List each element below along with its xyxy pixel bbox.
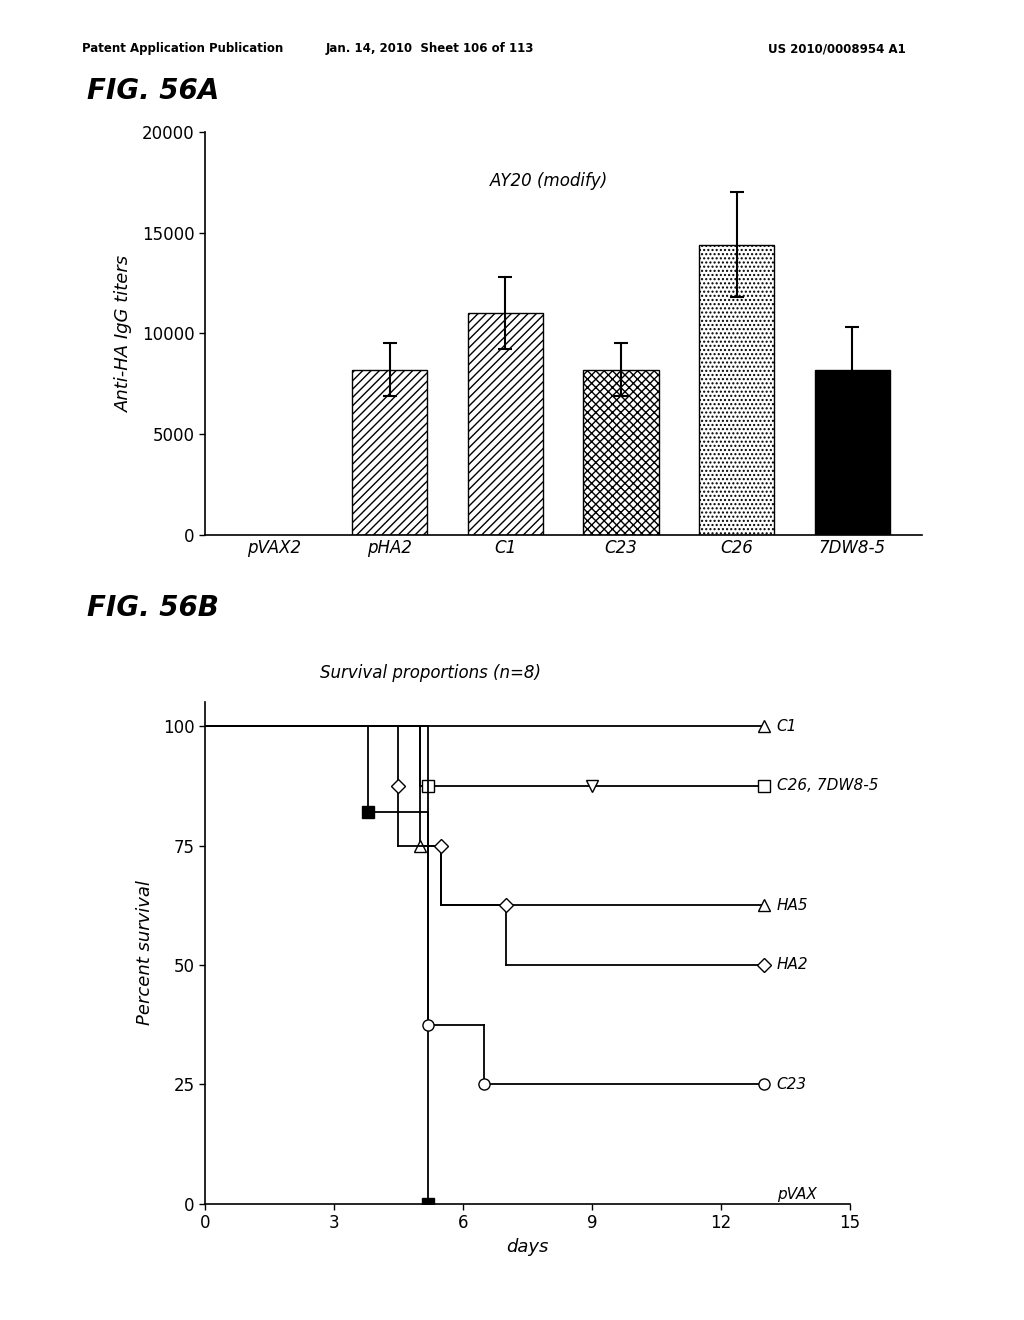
- Y-axis label: Percent survival: Percent survival: [136, 880, 155, 1026]
- Bar: [699, 244, 774, 535]
- Text: C23: C23: [777, 1077, 807, 1092]
- Text: Survival proportions (n=8): Survival proportions (n=8): [321, 664, 541, 682]
- Text: FIG. 56A: FIG. 56A: [87, 77, 219, 106]
- Bar: [815, 370, 890, 535]
- Text: C26, 7DW8-5: C26, 7DW8-5: [777, 779, 879, 793]
- Text: Jan. 14, 2010  Sheet 106 of 113: Jan. 14, 2010 Sheet 106 of 113: [326, 42, 535, 55]
- Text: US 2010/0008954 A1: US 2010/0008954 A1: [768, 42, 906, 55]
- Bar: [352, 370, 427, 535]
- Text: FIG. 56B: FIG. 56B: [87, 594, 219, 623]
- Text: Patent Application Publication: Patent Application Publication: [82, 42, 284, 55]
- Text: HA2: HA2: [777, 957, 808, 973]
- Text: pVAX: pVAX: [777, 1187, 817, 1201]
- Text: AY20 (modify): AY20 (modify): [489, 173, 608, 190]
- Text: HA5: HA5: [777, 898, 808, 912]
- Text: C1: C1: [777, 718, 797, 734]
- Bar: [584, 370, 658, 535]
- Y-axis label: Anti-HA IgG titers: Anti-HA IgG titers: [116, 255, 133, 412]
- Bar: [468, 313, 543, 535]
- X-axis label: days: days: [506, 1238, 549, 1255]
